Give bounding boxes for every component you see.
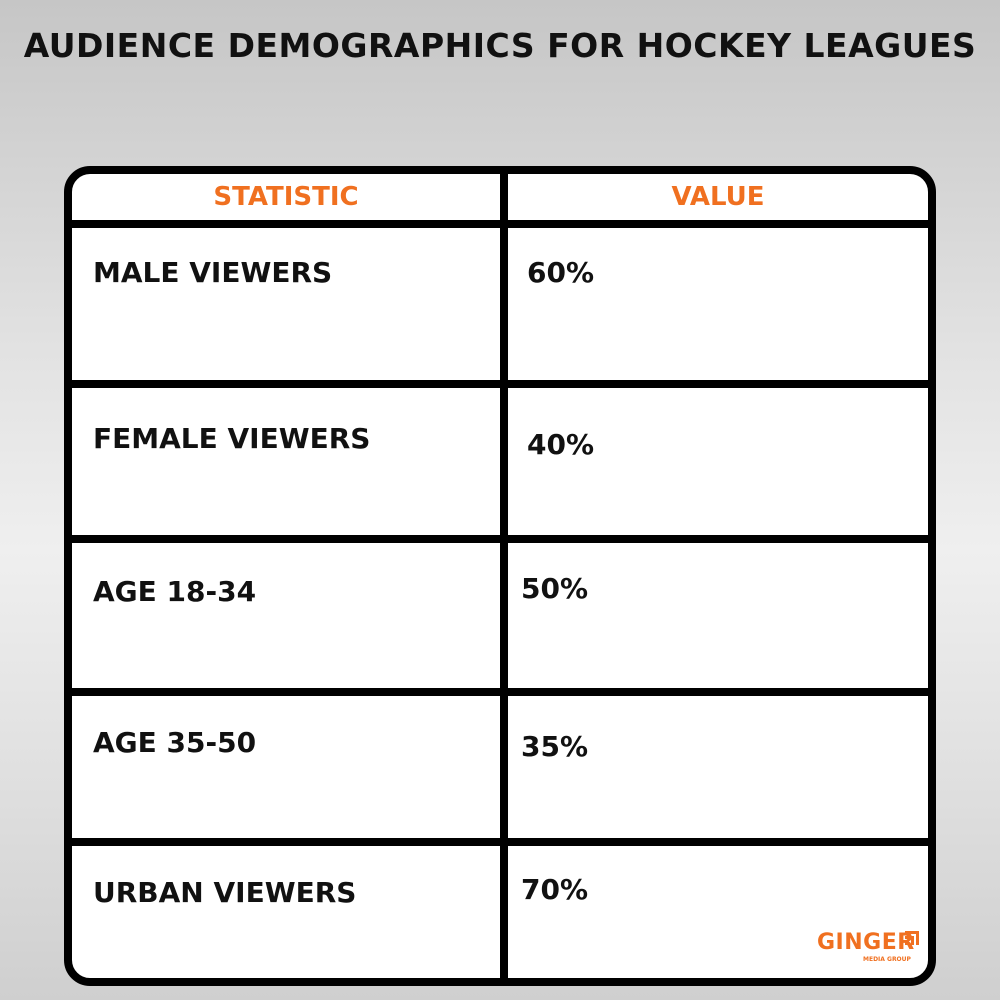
logo-name: GINGER — [817, 930, 915, 955]
header-statistic: STATISTIC — [213, 182, 359, 212]
table-row-value: 70% — [521, 873, 589, 906]
column-divider — [500, 174, 508, 978]
page-title: AUDIENCE DEMOGRAPHICS FOR HOCKEY LEAGUES — [23, 26, 977, 65]
row-divider — [72, 535, 928, 543]
logo-mark-icon — [905, 931, 919, 945]
row-divider — [72, 688, 928, 696]
table-row-value: 50% — [521, 572, 589, 605]
table-row-statistic: AGE 35-50 — [93, 726, 257, 759]
table-row-statistic: FEMALE VIEWERS — [93, 422, 371, 455]
row-divider — [72, 220, 928, 228]
table-row-statistic: AGE 18-34 — [93, 575, 257, 608]
row-divider — [72, 838, 928, 846]
table-row-statistic: MALE VIEWERS — [93, 256, 333, 289]
table-row-value: 40% — [527, 428, 595, 461]
logo-tagline: MEDIA GROUP — [863, 956, 911, 963]
table-row-value: 60% — [527, 256, 595, 289]
header-value: VALUE — [671, 182, 765, 212]
table-row-statistic: URBAN VIEWERS — [93, 876, 357, 909]
demographics-table: STATISTIC VALUE MALE VIEWERS 60% FEMALE … — [64, 166, 936, 986]
ginger-logo: GINGER MEDIA GROUP — [817, 930, 919, 963]
table-row-value: 35% — [521, 730, 589, 763]
row-divider — [72, 380, 928, 388]
